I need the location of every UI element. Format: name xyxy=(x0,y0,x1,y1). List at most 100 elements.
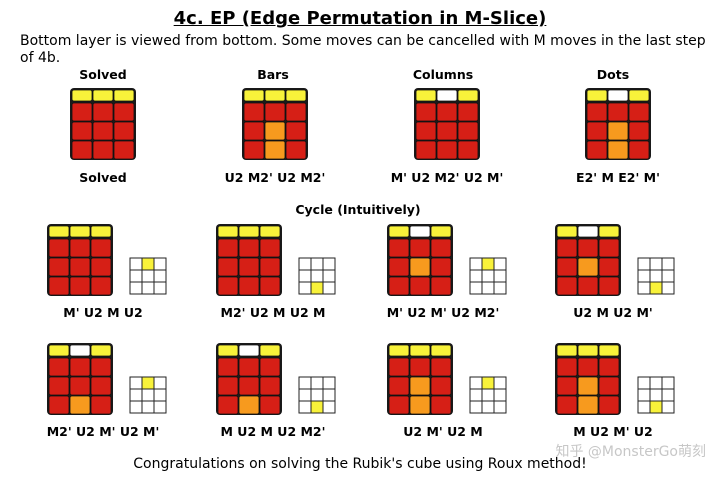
bottom-layer-grid xyxy=(637,376,675,414)
cube-front-sticker xyxy=(577,238,599,258)
grid-cell xyxy=(310,400,324,414)
cube-diagram xyxy=(47,224,113,296)
cube-front-sticker xyxy=(430,357,452,377)
grid-cell xyxy=(141,376,155,390)
cube-front-sticker xyxy=(388,357,410,377)
algorithm-label: M2' U2 M' U2 M' xyxy=(46,424,160,439)
cube-top-sticker xyxy=(388,225,410,238)
grid-cell xyxy=(141,388,155,402)
cube-front-sticker xyxy=(586,121,608,141)
intro-text: Bottom layer is viewed from bottom. Some… xyxy=(20,33,706,66)
grid-cell xyxy=(298,388,312,402)
grid-cell xyxy=(493,281,507,295)
cube-top-sticker xyxy=(285,89,307,102)
grid-cell xyxy=(481,388,495,402)
cube-front-sticker xyxy=(113,102,135,122)
cube-front-sticker xyxy=(409,238,431,258)
grid-cell xyxy=(649,376,663,390)
cube-top-sticker xyxy=(90,225,112,238)
grid-cell xyxy=(310,388,324,402)
grid-cell xyxy=(298,376,312,390)
cube-front-sticker xyxy=(556,238,578,258)
cube-diagram xyxy=(47,343,113,415)
algorithm-label: M2' U2 M U2 M xyxy=(220,305,326,320)
grid-cell xyxy=(153,388,167,402)
cube-front-sticker xyxy=(436,121,458,141)
cube-front-sticker xyxy=(436,102,458,122)
grid-cell xyxy=(298,269,312,283)
cube-top-sticker xyxy=(436,89,458,102)
cube-front-sticker xyxy=(430,276,452,296)
grid-cell xyxy=(493,269,507,283)
grid-cell xyxy=(661,388,675,402)
cube-front-sticker xyxy=(259,276,281,296)
cube-top-sticker xyxy=(409,344,431,357)
bottom-layer-grid xyxy=(129,257,167,295)
cube-diagram xyxy=(242,88,308,160)
cube-top-sticker xyxy=(457,89,479,102)
algorithm-label: U2 M' U2 M xyxy=(403,424,483,439)
cube-front-sticker xyxy=(238,257,260,277)
cube-front-sticker xyxy=(577,276,599,296)
cube-front-sticker xyxy=(598,395,620,415)
cube-top-sticker xyxy=(577,225,599,238)
grid-cell xyxy=(649,400,663,414)
cube-front-sticker xyxy=(48,257,70,277)
cube-front-sticker xyxy=(238,276,260,296)
algorithm-label: M U2 M U2 M2' xyxy=(220,424,326,439)
cube-top-sticker xyxy=(415,89,437,102)
bottom-layer-grid xyxy=(469,376,507,414)
watermark: 知乎 @MonsterGo萌刻 xyxy=(555,444,706,460)
grid-cell xyxy=(322,388,336,402)
algorithm-label: U2 M2' U2 M2' xyxy=(224,170,326,185)
grid-cell xyxy=(637,376,651,390)
cube-front-sticker xyxy=(69,257,91,277)
cube-front-sticker xyxy=(577,376,599,396)
cube-front-sticker xyxy=(90,276,112,296)
cube-front-sticker xyxy=(598,376,620,396)
cube-front-sticker xyxy=(598,357,620,377)
grid-cell xyxy=(649,281,663,295)
cube-front-sticker xyxy=(436,140,458,160)
cube-front-sticker xyxy=(92,121,114,141)
cube-front-sticker xyxy=(217,376,239,396)
cube-front-sticker xyxy=(598,276,620,296)
cube-front-sticker xyxy=(48,238,70,258)
grid-cell xyxy=(661,257,675,271)
cube-front-sticker xyxy=(628,121,650,141)
grid-cell xyxy=(298,281,312,295)
grid-cell xyxy=(481,281,495,295)
cube-front-sticker xyxy=(409,376,431,396)
algorithm-label: Solved xyxy=(79,170,127,185)
grid-cell xyxy=(493,376,507,390)
algorithm-label: U2 M U2 M' xyxy=(573,305,653,320)
cube-front-sticker xyxy=(607,102,629,122)
cube-front-sticker xyxy=(556,257,578,277)
cube-front-sticker xyxy=(607,140,629,160)
cube-front-sticker xyxy=(430,376,452,396)
grid-cell xyxy=(141,281,155,295)
cube-front-sticker xyxy=(90,257,112,277)
cube-front-sticker xyxy=(48,357,70,377)
cube-front-sticker xyxy=(113,121,135,141)
cube-top-sticker xyxy=(90,344,112,357)
grid-cell xyxy=(637,257,651,271)
grid-cell xyxy=(129,388,143,402)
cube-front-sticker xyxy=(556,395,578,415)
grid-cell xyxy=(469,376,483,390)
algorithm-label: M U2 M' U2 xyxy=(573,424,653,439)
cube-front-sticker xyxy=(238,395,260,415)
cube-front-sticker xyxy=(430,395,452,415)
algorithm-label: M' U2 M2' U2 M' xyxy=(390,170,504,185)
cube-diagram xyxy=(585,88,651,160)
grid-cell xyxy=(129,281,143,295)
cube-top-sticker xyxy=(607,89,629,102)
cube-front-sticker xyxy=(285,102,307,122)
cube-front-sticker xyxy=(217,276,239,296)
cube-front-sticker xyxy=(264,140,286,160)
algorithm-label: M' U2 M U2 xyxy=(63,305,143,320)
grid-cell xyxy=(129,269,143,283)
cube-front-sticker xyxy=(259,257,281,277)
cube-front-sticker xyxy=(628,140,650,160)
grid-cell xyxy=(481,269,495,283)
